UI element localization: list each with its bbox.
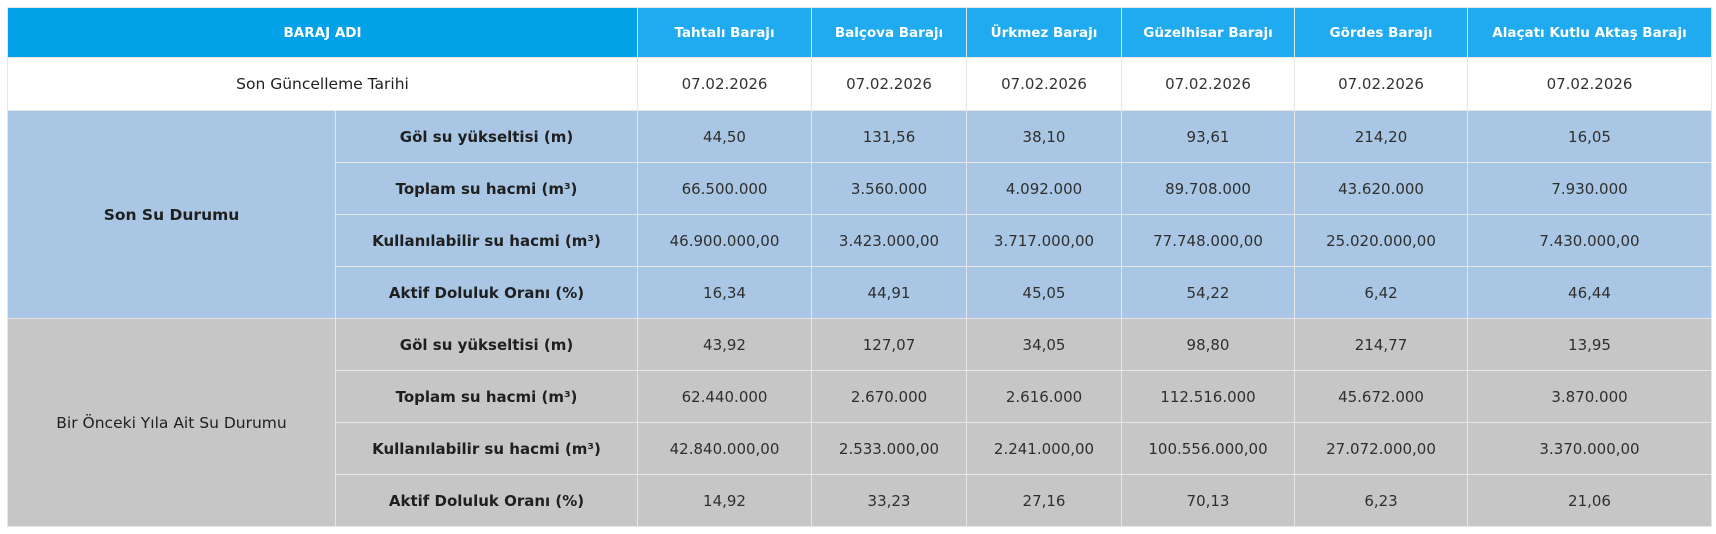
table-cell: 16,05	[1467, 110, 1713, 163]
table-row: Son Su Durumu Göl su yükseltisi (m) 44,5…	[7, 110, 1713, 319]
metric-label: Kullanılabilir su hacmi (m³)	[334, 422, 639, 475]
table-cell: 34,05	[966, 318, 1123, 371]
table-cell: 62.440.000	[637, 370, 813, 423]
table-cell: 7.930.000	[1467, 162, 1713, 215]
dam-header-balcova: Balçova Barajı	[811, 7, 968, 58]
dam-status-table: BARAJ ADI Tahtalı Barajı Balçova Barajı …	[6, 7, 1713, 527]
table-cell: 3.717.000,00	[966, 214, 1123, 267]
last-update-label: Son Güncelleme Tarihi	[6, 57, 639, 111]
table-row: Kullanılabilir su hacmi (m³) 46.900.000,…	[8, 214, 1713, 267]
table-cell: 66.500.000	[637, 162, 813, 215]
last-update-row: Son Güncelleme Tarihi 07.02.2026 07.02.2…	[6, 57, 1713, 111]
table-cell: 07.02.2026	[1467, 57, 1713, 111]
table-cell: 42.840.000,00	[637, 422, 813, 475]
metric-label: Aktif Doluluk Oranı (%)	[334, 474, 639, 527]
table-row: Toplam su hacmi (m³) 62.440.000 2.670.00…	[8, 370, 1713, 423]
table-cell: 214,77	[1294, 318, 1469, 371]
table-cell: 07.02.2026	[966, 57, 1123, 111]
table-cell: 2.241.000,00	[966, 422, 1123, 475]
table-cell: 93,61	[1121, 110, 1296, 163]
table-cell: 54,22	[1121, 266, 1296, 319]
metric-label: Toplam su hacmi (m³)	[334, 370, 639, 423]
dam-header-urkmez: Ürkmez Barajı	[966, 7, 1123, 58]
dam-header-alacati: Alaçatı Kutlu Aktaş Barajı	[1467, 7, 1713, 58]
table-cell: 70,13	[1121, 474, 1296, 527]
header-row: BARAJ ADI Tahtalı Barajı Balçova Barajı …	[6, 7, 1713, 58]
table-cell: 21,06	[1467, 474, 1713, 527]
table-cell: 45,05	[966, 266, 1123, 319]
table-cell: 13,95	[1467, 318, 1713, 371]
table-cell: 7.430.000,00	[1467, 214, 1713, 267]
dam-name-header: BARAJ ADI	[6, 7, 639, 58]
table-cell: 16,34	[637, 266, 813, 319]
dam-header-tahtali: Tahtalı Barajı	[637, 7, 813, 58]
table-cell: 2.670.000	[811, 370, 968, 423]
table-cell: 77.748.000,00	[1121, 214, 1296, 267]
table-cell: 3.560.000	[811, 162, 968, 215]
metric-label: Aktif Doluluk Oranı (%)	[334, 266, 639, 319]
table-row: Aktif Doluluk Oranı (%) 14,92 33,23 27,1…	[8, 474, 1713, 527]
dam-header-gordes: Gördes Barajı	[1294, 7, 1469, 58]
table-cell: 07.02.2026	[1121, 57, 1296, 111]
previous-year-status-label: Bir Önceki Yıla Ait Su Durumu	[7, 318, 336, 527]
table-cell: 14,92	[637, 474, 813, 527]
table-cell: 3.423.000,00	[811, 214, 968, 267]
table-row: Bir Önceki Yıla Ait Su Durumu Göl su yük…	[7, 318, 1713, 527]
metric-label: Toplam su hacmi (m³)	[334, 162, 639, 215]
dam-header-guzelhisar: Güzelhisar Barajı	[1121, 7, 1296, 58]
metric-label: Göl su yükseltisi (m)	[334, 318, 639, 371]
table-row: Aktif Doluluk Oranı (%) 16,34 44,91 45,0…	[8, 266, 1713, 319]
table-cell: 46,44	[1467, 266, 1713, 319]
table-row: Kullanılabilir su hacmi (m³) 42.840.000,…	[8, 422, 1713, 475]
table-cell: 07.02.2026	[811, 57, 968, 111]
table-cell: 07.02.2026	[637, 57, 813, 111]
table-cell: 100.556.000,00	[1121, 422, 1296, 475]
table-cell: 43,92	[637, 318, 813, 371]
table-cell: 07.02.2026	[1294, 57, 1469, 111]
table-cell: 25.020.000,00	[1294, 214, 1469, 267]
table-cell: 44,91	[811, 266, 968, 319]
table-cell: 112.516.000	[1121, 370, 1296, 423]
table-cell: 45.672.000	[1294, 370, 1469, 423]
table-cell: 38,10	[966, 110, 1123, 163]
table-cell: 46.900.000,00	[637, 214, 813, 267]
table-cell: 89.708.000	[1121, 162, 1296, 215]
table-cell: 214,20	[1294, 110, 1469, 163]
table-cell: 127,07	[811, 318, 968, 371]
table-cell: 3.370.000,00	[1467, 422, 1713, 475]
table-cell: 2.616.000	[966, 370, 1123, 423]
current-status-label: Son Su Durumu	[7, 110, 336, 319]
table-cell: 2.533.000,00	[811, 422, 968, 475]
table-cell: 44,50	[637, 110, 813, 163]
table-cell: 6,42	[1294, 266, 1469, 319]
table-cell: 98,80	[1121, 318, 1296, 371]
metric-label: Kullanılabilir su hacmi (m³)	[334, 214, 639, 267]
metric-label: Göl su yükseltisi (m)	[334, 110, 639, 163]
table-cell: 43.620.000	[1294, 162, 1469, 215]
table-cell: 3.870.000	[1467, 370, 1713, 423]
table-cell: 27.072.000,00	[1294, 422, 1469, 475]
table-cell: 27,16	[966, 474, 1123, 527]
table-cell: 131,56	[811, 110, 968, 163]
table-cell: 33,23	[811, 474, 968, 527]
table-cell: 4.092.000	[966, 162, 1123, 215]
table-row: Toplam su hacmi (m³) 66.500.000 3.560.00…	[8, 162, 1713, 215]
table-cell: 6,23	[1294, 474, 1469, 527]
